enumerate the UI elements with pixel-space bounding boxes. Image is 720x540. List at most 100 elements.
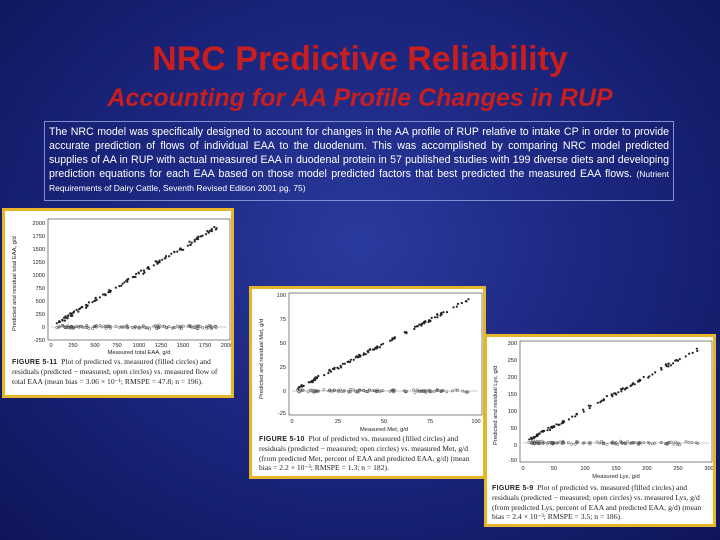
residual-point	[570, 442, 574, 446]
y-tick: 250	[36, 312, 45, 318]
description-text-box: The NRC model was specifically designed …	[44, 121, 674, 201]
y-tick: 1500	[33, 247, 45, 253]
residual-point	[295, 388, 299, 392]
predicted-point	[182, 248, 185, 251]
caption-label: FIGURE 5-11	[12, 359, 58, 366]
residual-point	[300, 388, 304, 392]
predicted-point	[69, 312, 72, 315]
predicted-point	[588, 407, 591, 410]
predicted-point	[134, 275, 137, 279]
predicted-point	[533, 435, 536, 439]
x-tick: 1250	[155, 343, 167, 349]
predicted-point	[440, 313, 443, 316]
predicted-point	[420, 323, 423, 326]
residual-point	[690, 441, 694, 444]
predicted-point	[464, 300, 467, 303]
residual-point	[161, 324, 165, 328]
predicted-point	[571, 415, 574, 418]
residual-point	[87, 327, 91, 330]
predicted-point	[347, 360, 350, 363]
predicted-point	[179, 247, 182, 250]
predicted-point	[390, 339, 393, 342]
predicted-point	[589, 404, 592, 407]
residual-point	[306, 390, 310, 394]
predicted-point	[72, 311, 75, 314]
predicted-point	[196, 237, 200, 241]
predicted-point	[139, 269, 143, 272]
predicted-point	[349, 358, 352, 361]
figure-caption: FIGURE 5-11 Plot of predicted vs. measur…	[12, 357, 230, 386]
plot-frame	[288, 292, 483, 416]
predicted-point	[696, 349, 699, 353]
residual-point	[106, 325, 109, 329]
predicted-point	[541, 429, 544, 432]
predicted-point	[79, 307, 82, 310]
predicted-point	[651, 373, 654, 376]
residual-point	[130, 325, 134, 329]
residual-point	[388, 389, 392, 393]
predicted-point	[158, 259, 161, 262]
residual-point	[574, 440, 578, 444]
figure-caption: FIGURE 5-10 Plot of predicted vs. measur…	[259, 434, 483, 472]
predicted-point	[455, 305, 458, 308]
predicted-point	[460, 301, 463, 305]
predicted-point	[77, 310, 80, 313]
predicted-point	[452, 306, 455, 309]
residual-point	[207, 324, 211, 328]
predicted-point	[148, 267, 151, 270]
predicted-point	[86, 304, 89, 307]
residual-point	[362, 388, 366, 392]
predicted-point	[610, 393, 613, 396]
residual-point	[659, 441, 663, 444]
residual-point	[126, 326, 130, 330]
residual-point	[633, 441, 637, 444]
x-axis-label: Measured Met, g/d	[360, 427, 408, 433]
residual-point	[193, 324, 197, 328]
predicted-point	[413, 327, 416, 331]
predicted-point	[143, 271, 146, 274]
predicted-point	[127, 277, 130, 281]
x-tick: 200	[642, 466, 651, 472]
residual-point	[542, 441, 546, 445]
predicted-point	[413, 325, 417, 328]
predicted-point	[605, 395, 608, 398]
data-points	[51, 225, 227, 331]
residual-point	[91, 327, 94, 331]
residual-point	[339, 388, 342, 392]
residual-point	[178, 326, 182, 330]
predicted-point	[688, 352, 691, 355]
residual-point	[540, 439, 544, 443]
y-tick: 25	[280, 365, 286, 371]
y-tick: -50	[509, 458, 517, 464]
predicted-point	[55, 322, 58, 325]
y-axis-label: Predicted and residual Met, g/d	[259, 319, 265, 399]
predicted-point	[664, 363, 668, 367]
x-ticks: 0 25 50 75 100	[290, 419, 480, 425]
predicted-point	[313, 379, 317, 382]
residual-point	[322, 388, 326, 392]
residual-point	[352, 388, 356, 392]
predicted-point	[146, 267, 149, 270]
x-axis-label: Measured total EAA, g/d	[108, 350, 171, 356]
predicted-point	[354, 356, 357, 359]
predicted-point	[442, 311, 445, 314]
residual-point	[435, 388, 439, 391]
residual-point	[392, 389, 396, 393]
predicted-point	[125, 279, 128, 282]
x-ticks: 0 250 500 750 1000 1250 1500 1750 2000	[49, 343, 231, 349]
caption-text: Plot of predicted vs. measured (filled c…	[492, 483, 702, 521]
predicted-point	[108, 289, 111, 292]
residual-point	[214, 324, 218, 328]
description-text: The NRC model was specifically designed …	[49, 126, 669, 180]
predicted-point	[81, 306, 84, 309]
residual-point	[566, 441, 570, 445]
predicted-point	[629, 384, 632, 387]
predicted-point	[695, 347, 698, 350]
residual-point	[418, 389, 421, 393]
predicted-point	[170, 252, 173, 255]
y-tick: -250	[34, 338, 45, 344]
residual-point	[354, 389, 358, 393]
predicted-point	[301, 385, 304, 388]
residual-point	[81, 325, 85, 329]
residual-point	[623, 441, 627, 445]
